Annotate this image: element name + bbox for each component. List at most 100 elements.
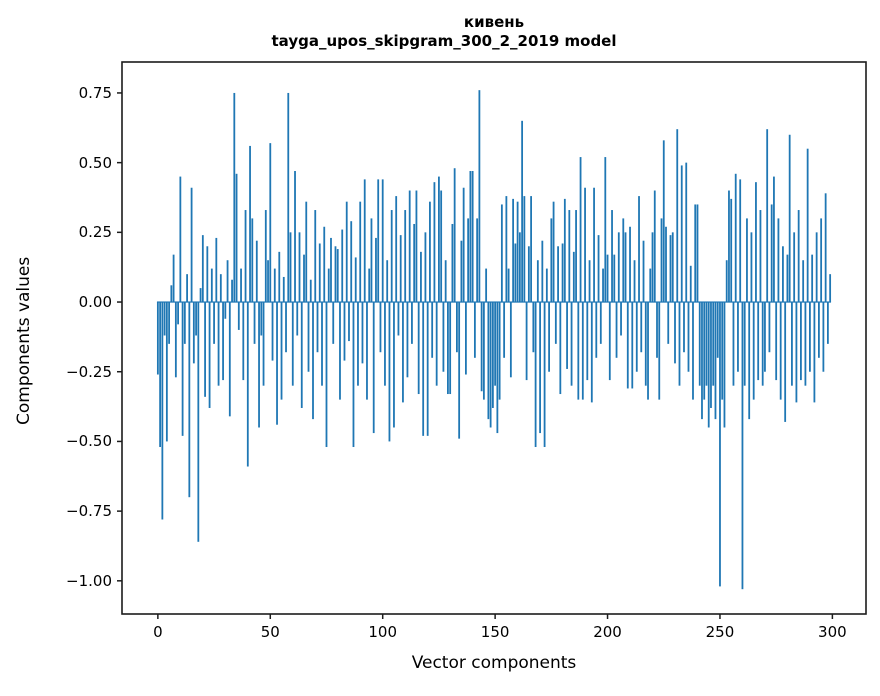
bar: [782, 246, 784, 303]
bar: [743, 302, 746, 386]
bar: [197, 302, 200, 542]
bar: [797, 210, 800, 303]
bar: [579, 157, 582, 303]
bar: [566, 302, 568, 369]
bar: [192, 302, 195, 364]
bar: [714, 302, 717, 420]
bar: [467, 218, 470, 303]
bar: [345, 201, 348, 303]
bar: [276, 302, 278, 425]
bar: [217, 302, 220, 386]
bar: [788, 134, 791, 303]
bar: [620, 302, 622, 336]
bar: [251, 218, 254, 303]
bar: [669, 235, 672, 303]
bar: [516, 201, 519, 303]
bar: [734, 173, 737, 303]
bar: [309, 279, 312, 303]
bar: [793, 232, 796, 303]
bar: [213, 302, 215, 344]
bar: [707, 302, 710, 428]
bar: [482, 302, 485, 400]
bar: [357, 302, 359, 386]
bar: [777, 218, 780, 303]
bar: [159, 302, 162, 448]
y-tick-label: 0.25: [78, 223, 112, 242]
bar: [534, 302, 537, 448]
y-axis-label: Components values: [14, 256, 34, 425]
bar: [525, 302, 528, 381]
bar: [424, 232, 427, 303]
bar: [539, 302, 541, 434]
bar: [444, 260, 447, 303]
bar: [453, 168, 456, 303]
bar: [411, 302, 413, 344]
bar: [494, 302, 497, 386]
bar: [264, 210, 267, 303]
bar: [440, 190, 443, 303]
bar: [399, 235, 402, 303]
bar: [523, 196, 526, 303]
bar: [633, 260, 636, 303]
bar: [653, 190, 656, 303]
bar: [521, 120, 524, 303]
bar: [786, 254, 789, 303]
bar: [487, 302, 490, 420]
bar: [327, 268, 330, 303]
bar: [748, 302, 751, 420]
bar: [665, 226, 667, 303]
bar: [674, 302, 676, 364]
x-tick-label: 300: [818, 623, 847, 641]
bar: [820, 218, 823, 303]
bar: [386, 260, 389, 303]
plot-border: [121, 61, 867, 615]
bar: [606, 254, 609, 303]
bar: [465, 302, 467, 375]
bar: [541, 240, 544, 303]
bar: [359, 201, 362, 303]
bar: [271, 302, 274, 361]
bar: [321, 302, 323, 386]
x-tick-label: 0: [153, 623, 163, 641]
bar: [442, 302, 445, 372]
bar: [629, 226, 631, 303]
bar: [611, 210, 613, 303]
bar: [826, 302, 829, 344]
axis-ticks-group: [117, 92, 834, 619]
bar: [800, 302, 802, 381]
bar: [689, 265, 692, 303]
bar: [791, 302, 793, 386]
bar: [339, 302, 341, 400]
bar: [395, 196, 398, 303]
bar: [476, 218, 479, 303]
bar: [755, 182, 757, 303]
bar: [181, 302, 184, 436]
chart-title-word: кивень: [463, 13, 525, 31]
bar: [737, 302, 739, 372]
bar: [640, 302, 643, 353]
bar: [350, 221, 353, 303]
bar: [550, 218, 553, 303]
bar: [267, 260, 269, 303]
bar: [388, 302, 391, 442]
bar: [559, 302, 562, 395]
bar: [732, 302, 735, 386]
bar: [237, 302, 240, 330]
bar: [728, 190, 730, 303]
bar: [438, 176, 440, 303]
bar: [710, 302, 712, 408]
bar: [593, 187, 595, 303]
bar: [231, 279, 233, 303]
bar: [429, 201, 431, 303]
bar: [316, 302, 319, 353]
x-tick-label: 250: [705, 623, 735, 641]
bar: [649, 268, 652, 303]
bar: [676, 129, 679, 303]
bar: [478, 90, 481, 303]
bar: [451, 223, 454, 303]
bar: [509, 302, 512, 378]
bar: [773, 176, 775, 303]
bar: [244, 210, 247, 303]
bar: [757, 302, 760, 381]
bar: [341, 229, 344, 303]
